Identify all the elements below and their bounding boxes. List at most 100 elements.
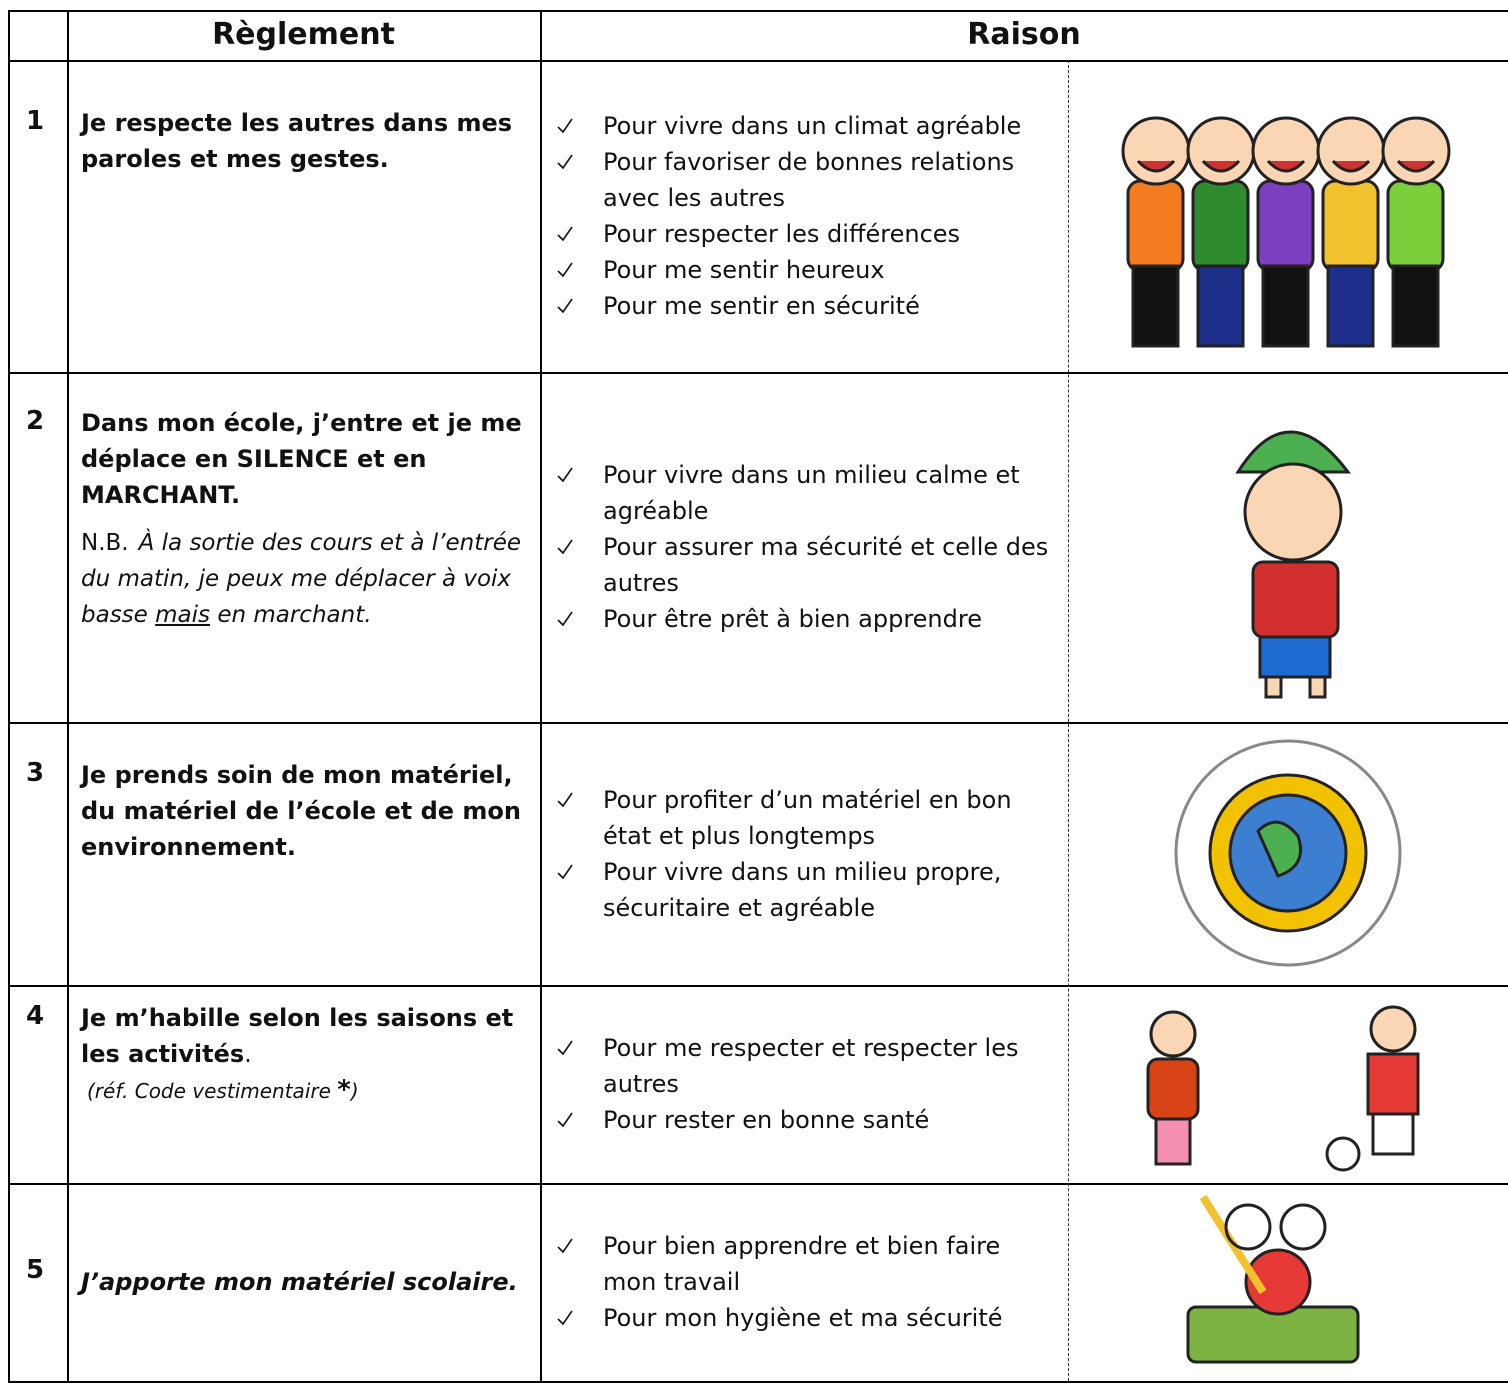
rule-text: Je prends soin de mon matériel, du matér… xyxy=(81,761,522,861)
rule-text: Je m’habille selon les saisons et les ac… xyxy=(81,1004,514,1068)
table-border xyxy=(8,10,10,1381)
table-border xyxy=(8,60,1508,62)
rule-note: N.B. À la sortie des cours et à l’entrée … xyxy=(81,525,528,633)
reason-text: Pour assurer ma sécurité et celle des au… xyxy=(603,533,1049,597)
rule-text: Je respecte les autres dans mes paroles … xyxy=(81,109,513,173)
reason-item: Pour me sentir heureux xyxy=(540,252,1068,288)
rule-text: Je prends soin de mon matériel, du matér… xyxy=(81,757,528,865)
row-number: 1 xyxy=(26,106,45,136)
reason-item: Pour être prêt à bien apprendre xyxy=(540,601,1068,637)
rule-text: J’apporte mon matériel scolaire. xyxy=(81,1264,528,1300)
illustration-drawing xyxy=(1174,739,1402,967)
illustration-drawing xyxy=(1186,1194,1360,1364)
illustration xyxy=(1088,732,1488,975)
rule-cell: Je prends soin de mon matériel, du matér… xyxy=(81,722,528,985)
table-border xyxy=(8,1183,1508,1185)
reason-text: Pour me respecter et respecter les autre… xyxy=(603,1034,1019,1098)
check-icon xyxy=(557,1040,573,1056)
header-reason: Raison xyxy=(967,17,1081,52)
reason-item: Pour vivre dans un milieu calme et agréa… xyxy=(540,457,1068,529)
reason-item: Pour bien apprendre et bien faire mon tr… xyxy=(540,1228,1068,1300)
rule-cell: Dans mon école, j’entre et je me déplace… xyxy=(81,372,528,722)
table-border xyxy=(8,722,1508,724)
check-icon xyxy=(557,118,573,134)
note-end: en marchant. xyxy=(217,602,372,628)
reason-item: Pour rester en bonne santé xyxy=(540,1102,1068,1138)
illustration-drawing xyxy=(1146,1005,1420,1172)
note-label: N.B. xyxy=(81,530,129,556)
reason-item: Pour me sentir en sécurité xyxy=(540,288,1068,324)
reason-text: Pour me sentir heureux xyxy=(603,256,885,284)
reasons-list: Pour vivre dans un milieu calme et agréa… xyxy=(540,372,1068,722)
illustration xyxy=(1088,70,1488,362)
rule-note: (réf. Code vestimentaire *) xyxy=(81,1072,528,1109)
rule-text: Dans mon école, j’entre et je me déplace… xyxy=(81,405,528,513)
reason-item: Pour respecter les différences xyxy=(540,216,1068,252)
reason-item: Pour assurer ma sécurité et celle des au… xyxy=(540,529,1068,601)
table-border xyxy=(8,372,1508,374)
reasons-list: Pour vivre dans un climat agréable Pour f… xyxy=(540,60,1068,372)
table-border xyxy=(8,985,1508,987)
note-star: * xyxy=(337,1075,351,1105)
note-text: À la sortie des cours et à l’entrée du m… xyxy=(81,530,522,628)
reason-text: Pour mon hygiène et ma sécurité xyxy=(603,1304,1003,1332)
check-icon xyxy=(557,298,573,314)
reason-item: Pour mon hygiène et ma sécurité xyxy=(540,1300,1068,1336)
note-end: ) xyxy=(350,1079,359,1103)
rule-cell: Je respecte les autres dans mes paroles … xyxy=(81,60,528,372)
check-icon xyxy=(557,226,573,242)
reason-text: Pour profiter d’un matériel en bon état … xyxy=(603,785,1012,850)
check-icon xyxy=(557,1238,573,1254)
reason-item: Pour profiter d’un matériel en bon état … xyxy=(540,782,1068,854)
reason-item: Pour favoriser de bonnes relations avec … xyxy=(540,144,1068,216)
table-border xyxy=(67,10,69,1381)
rule-cell: J’apporte mon matériel scolaire. xyxy=(81,1183,528,1381)
row-number: 2 xyxy=(26,406,45,436)
reason-text: Pour vivre dans un milieu calme et agréa… xyxy=(603,461,1020,525)
rule-text: Dans mon école, j’entre et je me déplace… xyxy=(81,409,522,509)
reason-text: Pour être prêt à bien apprendre xyxy=(603,605,982,633)
check-icon xyxy=(557,864,573,879)
reason-item: Pour me respecter et respecter les autre… xyxy=(540,1030,1068,1102)
note-emphasis: mais xyxy=(155,602,210,628)
check-icon xyxy=(557,1112,573,1128)
check-icon xyxy=(557,262,573,278)
table-border xyxy=(1068,60,1070,1381)
row-number: 4 xyxy=(26,1001,45,1031)
check-icon xyxy=(557,539,573,555)
header-rule: Règlement xyxy=(212,17,395,52)
reasons-list: Pour profiter d’un matériel en bon état … xyxy=(540,722,1068,985)
reason-text: Pour vivre dans un climat agréable xyxy=(603,112,1022,140)
rule-end: . xyxy=(244,1040,252,1068)
reason-item: Pour vivre dans un climat agréable xyxy=(540,108,1068,144)
check-icon xyxy=(557,1310,573,1326)
rule-text: Je m’habille selon les saisons et les ac… xyxy=(81,1000,528,1072)
reason-text: Pour respecter les différences xyxy=(603,220,961,248)
row-number: 3 xyxy=(26,758,45,788)
illustration xyxy=(1088,382,1488,712)
reasons-list: Pour me respecter et respecter les autre… xyxy=(540,985,1068,1183)
reasons-list: Pour bien apprendre et bien faire mon tr… xyxy=(540,1183,1068,1381)
reason-item: Pour vivre dans un milieu propre, sécuri… xyxy=(540,854,1068,926)
rule-text: J’apporte mon matériel scolaire. xyxy=(81,1268,518,1296)
check-icon xyxy=(557,467,573,483)
reason-text: Pour favoriser de bonnes relations avec … xyxy=(603,148,1015,212)
row-number: 5 xyxy=(26,1255,45,1285)
table-border xyxy=(8,10,1508,12)
check-icon xyxy=(557,611,573,627)
reason-text: Pour me sentir en sécurité xyxy=(603,292,920,320)
reason-text: Pour rester en bonne santé xyxy=(603,1106,930,1134)
reason-text: Pour bien apprendre et bien faire mon tr… xyxy=(603,1232,1001,1296)
rule-text: Je respecte les autres dans mes paroles … xyxy=(81,105,528,177)
illustration xyxy=(1088,995,1488,1173)
rule-cell: Je m’habille selon les saisons et les ac… xyxy=(81,985,528,1183)
illustration xyxy=(1088,1193,1488,1371)
illustration-drawing xyxy=(1235,430,1352,699)
reason-text: Pour vivre dans un milieu propre, sécuri… xyxy=(603,857,1002,922)
table-border xyxy=(540,10,542,1381)
note-text: (réf. Code vestimentaire xyxy=(87,1079,331,1103)
illustration-drawing xyxy=(1121,116,1451,348)
check-icon xyxy=(557,154,573,170)
